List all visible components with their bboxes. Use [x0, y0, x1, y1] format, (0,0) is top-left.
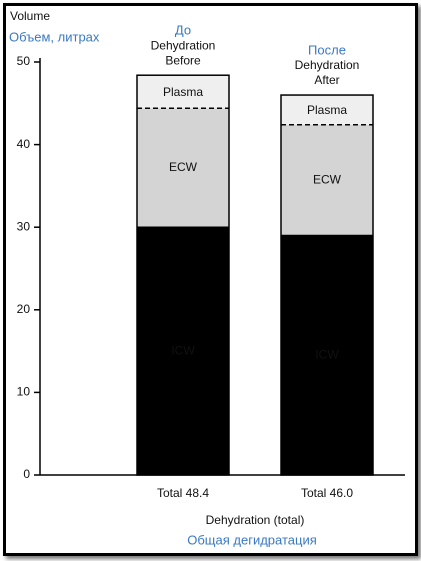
y-tick-label: 10	[17, 385, 31, 399]
header-label: Dehydration	[295, 58, 360, 72]
segment-label: ECW	[169, 160, 198, 174]
header-label: After	[314, 73, 339, 87]
x-tick-label: Total 48.4	[157, 486, 209, 500]
bar-outline	[280, 94, 374, 476]
header-label: Dehydration	[151, 38, 216, 52]
x-title: Dehydration (total)	[206, 513, 305, 527]
bar-segment	[281, 124, 373, 236]
bar-segment	[281, 235, 373, 475]
segment-label: ECW	[313, 172, 342, 186]
bar-segment	[137, 75, 229, 109]
segment-label: ICW	[171, 343, 195, 357]
segment-label: ICW	[315, 347, 339, 361]
y-tick-label: 20	[17, 302, 31, 316]
header-label-ru: До	[175, 23, 191, 38]
x-tick-label: Total 46.0	[301, 486, 353, 500]
bar-outline	[136, 74, 230, 476]
y-tick-label: 50	[17, 54, 31, 68]
y-title-ru: Объем, литрах	[9, 29, 100, 44]
y-title: Volume	[10, 9, 50, 23]
segment-label: Plasma	[163, 85, 203, 99]
y-tick-label: 30	[17, 219, 31, 233]
bar-segment	[281, 95, 373, 125]
bar-segment	[137, 227, 229, 475]
y-tick-label: 40	[17, 137, 31, 151]
header-label: Before	[165, 53, 201, 67]
bar-segment	[137, 108, 229, 228]
y-tick-label: 0	[23, 467, 30, 481]
x-title-ru: Общая дегидратация	[187, 532, 317, 547]
segment-label: Plasma	[307, 103, 347, 117]
header-label-ru: После	[308, 42, 346, 57]
